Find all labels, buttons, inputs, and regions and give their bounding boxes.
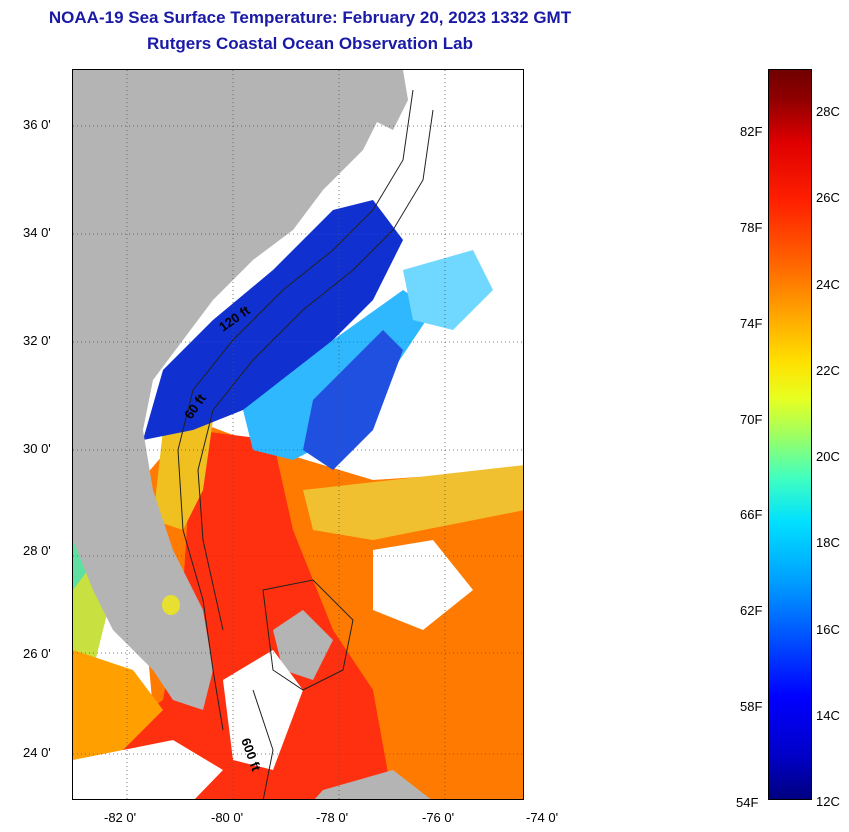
map-title: NOAA-19 Sea Surface Temperature: Februar… — [48, 8, 572, 27]
cloud-patch — [433, 330, 523, 450]
colorbar-f-label: 78F — [740, 220, 763, 235]
colorbar-c-label: 20C — [816, 449, 840, 464]
sst-map: 120 ft 60 ft 600 ft — [72, 69, 524, 800]
lat-label: 30 0' — [23, 441, 51, 456]
colorbar-f-label: 82F — [740, 124, 763, 139]
lat-label: 34 0' — [23, 225, 51, 240]
colorbar-f-label: 54F — [736, 795, 759, 810]
lake-okeechobee — [162, 595, 180, 615]
contour-line — [252, 689, 274, 799]
lon-label: -82 0' — [104, 810, 137, 825]
lat-label: 28 0' — [23, 543, 51, 558]
contour-line — [177, 89, 414, 731]
colorbar-f-label: 58F — [740, 699, 763, 714]
gulf-warm-region — [73, 650, 163, 770]
lat-label: 32 0' — [23, 333, 51, 348]
lon-label: -78 0' — [316, 810, 349, 825]
colorbar-f-label: 66F — [740, 507, 763, 522]
cold-water-region — [143, 200, 403, 440]
contour-line — [262, 579, 354, 691]
colorbar-c-label: 24C — [816, 277, 840, 292]
map-subtitle: Rutgers Coastal Ocean Observation Lab — [147, 34, 473, 53]
colorbar-c-label: 16C — [816, 622, 840, 637]
colorbar-f-label: 74F — [740, 316, 763, 331]
cloud-patch — [373, 540, 473, 630]
cuba-land — [314, 770, 431, 799]
lon-label: -74 0' — [526, 810, 559, 825]
land-north-cape — [373, 70, 408, 130]
colorbar-c-label: 28C — [816, 104, 840, 119]
temperature-colorbar — [768, 69, 812, 800]
colorbar-c-label: 14C — [816, 708, 840, 723]
cool-water-east — [403, 250, 493, 330]
bahamas-land — [273, 610, 333, 680]
mild-water-east — [303, 465, 523, 540]
lat-label: 26 0' — [23, 646, 51, 661]
graticule — [73, 70, 523, 799]
cold-water-band — [303, 330, 403, 470]
cloud-patch — [73, 740, 223, 799]
land-mass — [73, 70, 393, 710]
contour-line — [197, 109, 434, 631]
lat-label: 24 0' — [23, 745, 51, 760]
lon-label: -76 0' — [422, 810, 455, 825]
cloud-patch — [223, 650, 303, 770]
mild-water-region — [153, 420, 213, 530]
colorbar-f-label: 62F — [740, 603, 763, 618]
colorbar-f-label: 70F — [740, 412, 763, 427]
colorbar-c-label: 18C — [816, 535, 840, 550]
colorbar-c-label: 22C — [816, 363, 840, 378]
lat-label: 36 0' — [23, 117, 51, 132]
colorbar-c-label: 26C — [816, 190, 840, 205]
colorbar-c-label: 12C — [816, 794, 840, 809]
lon-label: -80 0' — [211, 810, 244, 825]
sst-map-canvas: 120 ft 60 ft 600 ft — [73, 70, 523, 799]
